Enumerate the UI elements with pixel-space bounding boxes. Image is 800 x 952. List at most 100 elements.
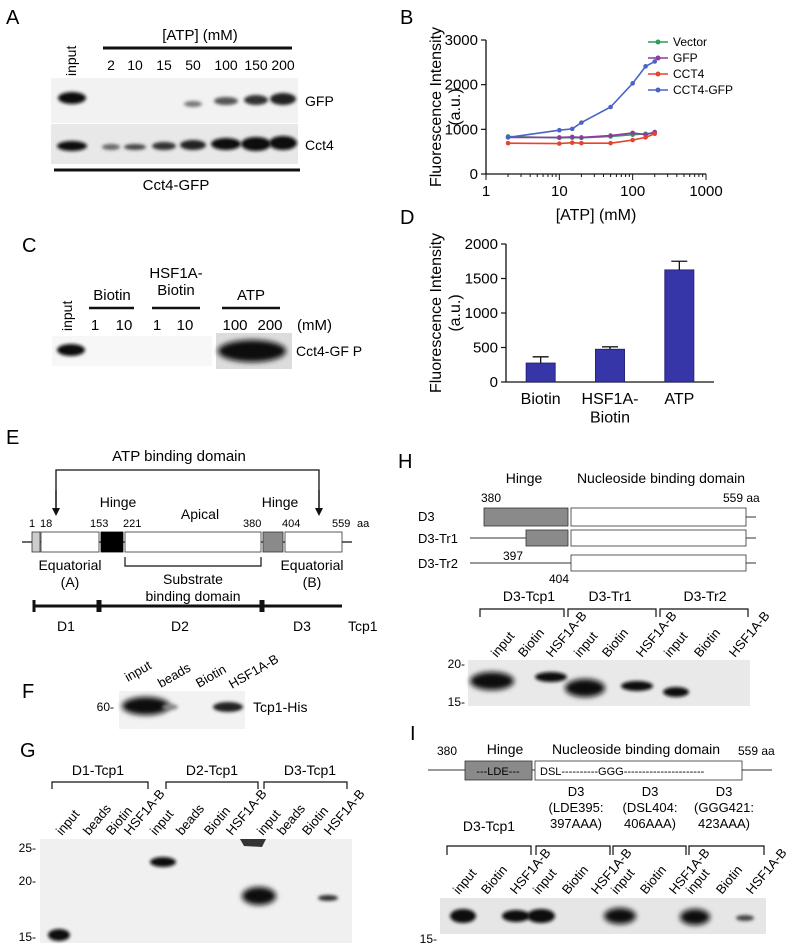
- domain-n-term: [31, 531, 41, 553]
- band: [604, 908, 636, 924]
- band: [180, 140, 206, 150]
- band: [122, 697, 170, 715]
- concentration-labels: 2 10 15 50 100 150 200: [107, 57, 295, 73]
- band: [270, 93, 296, 105]
- lane-label: HSF1A-B: [726, 608, 773, 660]
- lane-label: Biotin: [713, 862, 745, 897]
- x-axis-label: [ATP] (mM): [556, 207, 637, 224]
- band: [213, 702, 243, 712]
- segment-label: D3: [293, 618, 311, 634]
- group-label: D3 (DSL404: 406AAA): [623, 784, 678, 831]
- construct-label: D3: [418, 509, 435, 524]
- conc-label: 50: [185, 57, 201, 73]
- band: [621, 681, 653, 691]
- conc-label: 10: [177, 317, 194, 334]
- conc-label: 100: [222, 317, 247, 334]
- pos-label: 1: [29, 518, 35, 530]
- marker: 60-: [97, 700, 114, 714]
- y-tick-label: 0: [490, 374, 498, 391]
- hinge-left-label: Hinge: [100, 494, 137, 510]
- substrate-bracket: [124, 557, 262, 567]
- pos-label: 18: [40, 518, 52, 530]
- panel-letter-e: E: [6, 427, 19, 449]
- panel-letter-d: D: [400, 207, 414, 229]
- data-point: [579, 140, 584, 146]
- hinge-label: Hinge: [506, 470, 543, 486]
- data-point: [608, 133, 613, 138]
- marker: 20-: [19, 874, 36, 888]
- category-label: HSF1A-Biotin: [582, 391, 639, 426]
- band: [450, 909, 476, 923]
- equatorial-b-label: Equatorial (B): [280, 557, 343, 590]
- lane-label-input: input: [63, 46, 79, 76]
- aa-label: aa: [357, 518, 370, 530]
- panel-c: C input Biotin HSF1A-Biotin ATP 1 10 1 1…: [22, 235, 362, 369]
- chart-d: 0 500 1000 1500 2000 Fluorescence Intensity (a…: [428, 233, 714, 426]
- panel-letter-b: B: [400, 7, 413, 29]
- segment-label: D2: [171, 618, 189, 634]
- motif-nbd-box: [534, 760, 743, 781]
- marker: 20-: [448, 657, 465, 671]
- data-point: [608, 140, 613, 146]
- marker: 25-: [19, 841, 36, 855]
- band: [241, 137, 271, 151]
- lane-label: Biotin: [599, 625, 631, 660]
- data-point: [557, 141, 562, 146]
- panel-g: G D1-Tcp1 D2-Tcp1 D3-Tcp1 input beads Bi…: [19, 740, 368, 944]
- panel-i: I 380 Hinge Nucleoside binding domain 55…: [410, 723, 790, 946]
- construct-tr1-hinge: [525, 529, 569, 547]
- construct-tr1-nbd: [570, 529, 747, 547]
- group-label: D2-Tcp1: [186, 762, 238, 778]
- panel-h: H Hinge Nucleoside binding domain 380 55…: [398, 451, 773, 709]
- pos-label: 380: [481, 491, 501, 505]
- panel-letter-g: G: [20, 740, 36, 762]
- group-brackets: [479, 608, 749, 617]
- footer-label: Cct4-GFP: [143, 177, 210, 194]
- hinge-label: Hinge: [487, 741, 524, 757]
- lane-label: HSF1A-B: [743, 845, 790, 897]
- panel-letter-a: A: [6, 7, 20, 29]
- band: [736, 915, 754, 921]
- motif-hinge-box: [464, 760, 533, 781]
- positions: 1 18 153 221 380 404 559 aa: [29, 518, 370, 530]
- data-point: [505, 140, 511, 146]
- group-brackets: [51, 781, 348, 789]
- conc-label: 200: [271, 57, 295, 73]
- y-tick-label: 2000: [465, 236, 498, 253]
- apical-label: Apical: [181, 506, 219, 522]
- pos-label: 404: [282, 518, 300, 530]
- hinge-right-label: Hinge: [262, 494, 299, 510]
- category-label: Biotin: [521, 391, 561, 408]
- conc-label: 10: [116, 317, 133, 334]
- bar: [595, 348, 625, 383]
- conc-label: 150: [244, 57, 268, 73]
- lane-label: input: [122, 657, 154, 684]
- data-point: [652, 59, 658, 64]
- lane-label: input: [53, 806, 83, 838]
- legend-label: CCT4-GFP: [673, 83, 733, 97]
- data-point: [652, 131, 658, 137]
- panel-f: F input beads Biotin HSF1A-B 60- Tcp1-Hi…: [22, 651, 307, 729]
- lane-label: input: [488, 628, 518, 660]
- motif-nbd: DSL----------GGG----------------------: [540, 766, 705, 778]
- data-point: [557, 135, 562, 140]
- legend-label: Vector: [673, 35, 707, 49]
- conc-label: 10: [127, 57, 143, 73]
- domain-equatorial-a: [40, 531, 100, 553]
- domain-equatorial-b: [284, 531, 343, 553]
- protein-label: Tcp1: [348, 618, 378, 634]
- data-point: [569, 134, 575, 140]
- lane-label: beads: [173, 801, 208, 838]
- construct-d3-nbd: [570, 507, 747, 527]
- x-tick-label: 1: [482, 183, 490, 200]
- lane-label: Biotin: [691, 625, 723, 660]
- group-label: D3 (LDE395: 397AAA): [549, 784, 604, 831]
- legend-marker: [655, 39, 661, 45]
- group-label: D3-Tcp1: [503, 588, 555, 604]
- band: [162, 704, 178, 710]
- construct-label: D3-Tr2: [418, 556, 458, 571]
- pos-label: 559: [332, 518, 350, 530]
- data-point: [569, 126, 575, 132]
- pos-label: 559 aa: [738, 744, 775, 758]
- legend-label: GFP: [673, 51, 698, 65]
